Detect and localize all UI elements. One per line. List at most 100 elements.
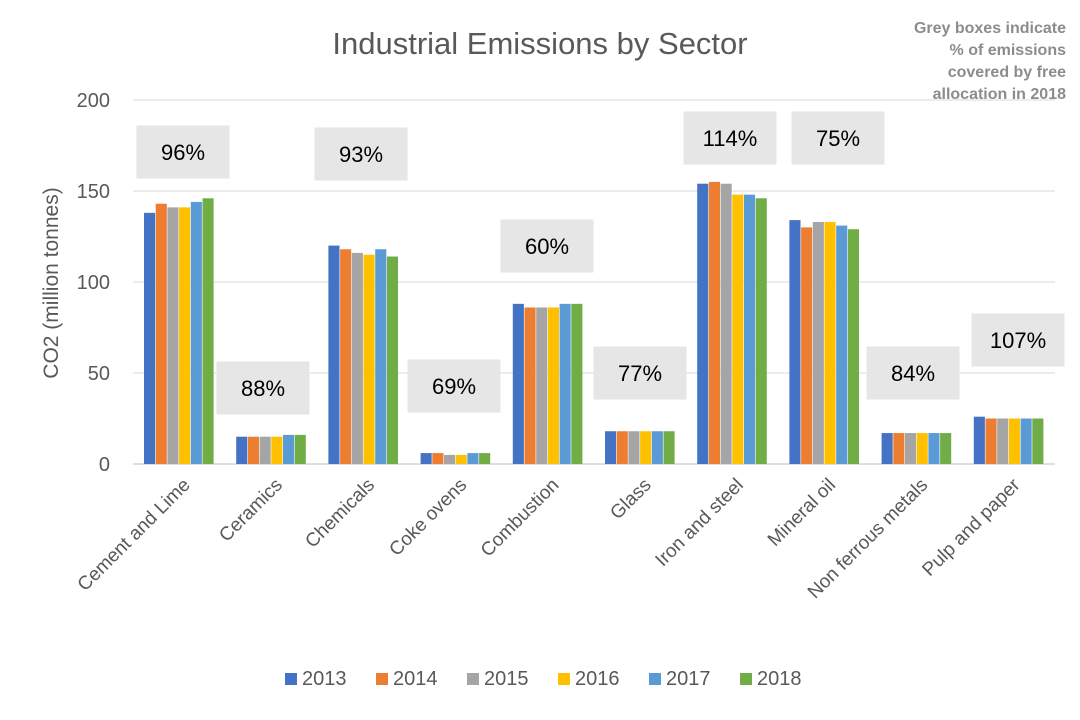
x-tick-label: Pulp and paper <box>918 474 1024 580</box>
legend-label: 2013 <box>302 668 347 690</box>
x-tick-label: Chemicals <box>301 475 379 553</box>
x-tick-label: Combustion <box>477 475 564 562</box>
bar <box>283 434 295 464</box>
bar <box>190 201 202 465</box>
bar <box>789 220 801 464</box>
bar <box>836 225 848 464</box>
note-line: allocation in 2018 <box>932 86 1066 103</box>
legend-swatch <box>467 673 479 685</box>
legend-label: 2016 <box>575 668 620 690</box>
bar <box>744 194 756 464</box>
bar <box>720 183 732 464</box>
annotation-label: 75% <box>816 126 860 151</box>
y-axis-ticks: 0 50 100 150 200 <box>77 90 110 476</box>
annotation-boxes: 96% 88% 93% 69% 60% 77% 114% 75% 84% 107% <box>136 111 1065 415</box>
legend-swatch <box>558 673 570 685</box>
bar <box>467 453 479 464</box>
bar <box>997 418 1009 464</box>
bar <box>916 433 928 464</box>
legend-swatch <box>285 673 297 685</box>
annotation-label: 93% <box>339 142 383 167</box>
bar <box>801 227 813 464</box>
bar <box>559 303 571 464</box>
bar <box>363 254 375 464</box>
bar <box>294 434 306 464</box>
bar <box>640 431 652 464</box>
x-axis-ticks: Cement and Lime Ceramics Chemicals Coke ove… <box>74 474 1025 603</box>
annotation-label: 114% <box>703 126 758 151</box>
bar <box>375 249 387 464</box>
bars <box>144 181 1044 465</box>
bar <box>536 307 548 464</box>
annotation-label: 60% <box>525 234 569 259</box>
bar <box>928 433 940 464</box>
x-tick-label: Iron and steel <box>652 475 748 571</box>
annotation-box <box>683 111 777 165</box>
bar <box>420 453 432 464</box>
bar <box>524 307 536 464</box>
bar <box>940 433 952 464</box>
bar <box>847 229 859 464</box>
bar <box>432 453 444 464</box>
bar <box>1008 418 1020 464</box>
legend-label: 2015 <box>484 668 529 690</box>
y-tick-label: 100 <box>77 272 110 294</box>
bar <box>155 203 167 465</box>
annotation-label: 77% <box>618 361 662 386</box>
bar <box>512 303 524 464</box>
bar <box>663 431 675 464</box>
legend-swatch <box>740 673 752 685</box>
bar <box>697 183 709 464</box>
bar <box>167 207 179 464</box>
y-tick-label: 200 <box>77 90 110 112</box>
annotation-label: 69% <box>432 374 476 399</box>
note-line: covered by free <box>947 64 1066 81</box>
bar <box>271 436 283 464</box>
y-tick-label: 50 <box>88 363 110 385</box>
annotation-label: 107% <box>990 328 1046 353</box>
bar <box>1020 418 1032 464</box>
bar <box>179 207 191 464</box>
annotation-note: Grey boxes indicate % of emissions cover… <box>836 18 1066 106</box>
bar <box>985 418 997 464</box>
chart-title: Industrial Emissions by Sector <box>332 26 747 61</box>
annotation-box <box>216 361 310 415</box>
bar <box>247 436 259 464</box>
x-tick-label: Ceramics <box>215 475 287 547</box>
annotation-box <box>593 346 687 400</box>
x-tick-label: Mineral oil <box>764 475 840 551</box>
note-line: % of emissions <box>949 42 1066 59</box>
x-tick-label: Coke ovens <box>385 475 471 561</box>
legend-swatch <box>649 673 661 685</box>
bar <box>881 433 893 464</box>
legend-label: 2014 <box>393 668 438 690</box>
annotation-box <box>136 125 230 179</box>
annotation-label: 88% <box>241 376 285 401</box>
bar <box>973 416 985 464</box>
x-tick-label: Cement and Lime <box>74 475 195 596</box>
bar <box>824 221 836 464</box>
bar <box>259 436 271 464</box>
bar <box>455 454 467 464</box>
bar <box>605 431 617 464</box>
y-axis-label: CO2 (million tonnes) <box>40 187 63 378</box>
bar <box>351 252 363 464</box>
bar <box>202 198 214 464</box>
annotation-box <box>866 346 960 400</box>
annotation-label: 84% <box>891 361 935 386</box>
annotation-box <box>407 359 501 413</box>
legend-label: 2018 <box>757 668 802 690</box>
annotation-box <box>314 127 408 181</box>
annotation-box <box>791 111 885 165</box>
annotation-label: 96% <box>161 140 205 165</box>
bar <box>479 453 491 464</box>
bar <box>386 256 398 464</box>
bar <box>340 249 352 464</box>
legend: 2013 2014 2015 2016 2017 2018 <box>285 668 802 690</box>
bar <box>444 454 456 464</box>
annotation-box <box>500 219 594 273</box>
bar <box>616 431 628 464</box>
note-line: Grey boxes indicate <box>913 20 1066 37</box>
